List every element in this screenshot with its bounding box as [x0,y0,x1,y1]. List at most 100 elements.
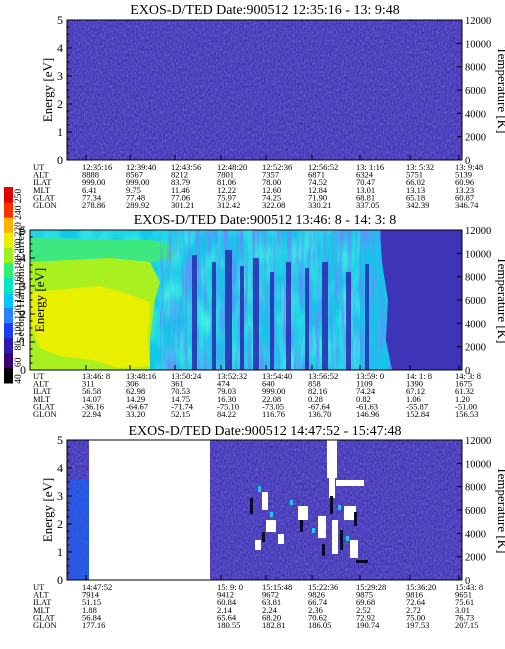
info-row-label: GLAT [33,612,56,622]
colorbar-tick-label: 180 [14,255,24,270]
info-cell: 330.21 [308,200,331,210]
info-cell: 0.28 [308,394,323,404]
info-cell: 337.05 [356,200,379,210]
info-cell: 33.20 [126,409,145,419]
y-tick-label: 4 [57,461,63,475]
info-cell: 7801 [217,170,234,180]
info-row-label: GLON [33,200,57,210]
panel-3-heatmap [67,440,462,580]
info-cell: 7914 [82,590,100,600]
y-tick-label: 3 [20,279,26,293]
info-row-label: MLT [33,394,51,404]
panel-3-left-strip [69,480,91,580]
info-cell: 74.25 [262,192,281,202]
info-cell: -55.87 [406,401,428,411]
panel-1: EXOS-D/TED Date:900512 12:35:16 - 13: 9:… [33,3,505,210]
y2-axis-title: Temperature [K] [495,47,505,134]
info-cell: -73.05 [262,401,284,411]
info-cell: 6871 [308,170,325,180]
info-cell: 13:50:24 [171,371,202,381]
info-cell: 2.24 [262,605,278,615]
info-cell: 12:52:36 [262,162,292,172]
info-cell: 13.01 [356,185,375,195]
info-cell: 84.22 [217,409,236,419]
info-cell: 14: 1: 8 [406,371,432,381]
panel-2-axes: 0 1 2 3 4 5 0 2000 4000 6000 8000 10000 12000 Energy … [20,223,505,377]
info-cell: 278.86 [82,200,105,210]
info-cell: 65.18 [406,192,425,202]
info-cell: 74.52 [308,177,327,187]
info-cell: 322.08 [262,200,285,210]
colorbar-block [4,352,13,369]
info-cell: 71.90 [308,192,327,202]
info-cell: 70.62 [308,612,327,622]
y-tick-label: 2 [57,517,63,531]
panel-1-heatmap [67,20,462,160]
colorbar-block [4,307,13,324]
info-cell: 14:47:52 [82,582,112,592]
info-cell: 0.82 [356,394,371,404]
info-cell: 79.03 [217,386,236,396]
info-cell: 12:56:52 [308,162,338,172]
info-cell: 2.36 [308,605,323,615]
info-cell: 56.84 [82,612,102,622]
info-cell: 60.96 [455,177,474,187]
info-cell: 65.64 [217,612,237,622]
info-cell: 16.30 [217,394,236,404]
info-cell: 76.73 [455,612,474,622]
y-tick-label: 0 [57,573,63,587]
info-cell: 13:56:52 [308,371,338,381]
panel-2-streaks [160,230,400,370]
info-cell: 74.24 [356,386,376,396]
info-cell: 66.74 [308,597,328,607]
y2-tick-label: 10000 [465,39,491,50]
y2-tick-label: 12000 [465,436,491,447]
info-cell: 858 [308,379,321,389]
colorbar-block [4,262,13,278]
colorbar-block [4,367,13,384]
panel-2-yellow-region [32,286,150,368]
y2-tick-label: 8000 [465,483,486,494]
y2-tick-label: 6000 [465,506,486,517]
info-cell: 6.41 [82,185,97,195]
info-cell: 5751 [406,170,423,180]
info-cell: 13: 9:48 [455,162,483,172]
colorbar-tick-label: 60 [14,357,24,367]
info-cell: 62.98 [126,386,145,396]
info-cell: -61.63 [356,401,378,411]
panel-2: EXOS-D/TED Date:900512 13:46: 8 - 14: 3:… [20,213,505,419]
info-cell: 9672 [262,590,279,600]
info-cell: 15:36:20 [406,582,436,592]
info-row-label: ILAT [33,386,52,396]
panel-3-data-gap [89,440,210,580]
info-cell: 15:15:48 [262,582,292,592]
info-cell: 180.55 [217,620,240,630]
info-cell: 1.88 [82,605,97,615]
info-cell: 68.20 [262,612,281,622]
y-axis-title: Energy [eV] [40,58,55,122]
info-cell: 13:54:40 [262,371,292,381]
info-cell: -71.74 [171,401,194,411]
info-cell: 9651 [455,590,472,600]
y2-tick-label: 2000 [465,343,486,354]
info-cell: -64.67 [126,401,148,411]
info-cell: 9.75 [126,185,141,195]
panel-2-title: EXOS-D/TED Date:900512 13:46: 8 - 14: 3:… [134,213,396,228]
info-cell: 52.15 [171,409,190,419]
info-cell: 66.02 [406,177,425,187]
info-cell: 152.84 [406,409,430,419]
info-cell: 78.00 [262,177,281,187]
info-cell: 8212 [171,170,188,180]
panel-2-green-band [30,238,175,264]
info-row-label: UT [33,582,45,592]
colorbar-block [4,202,13,218]
y2-tick-label: 12000 [465,226,491,237]
panel-1-axes: 0 1 2 3 4 5 0 2000 4000 6000 8000 10000 12000 Energy … [40,13,505,167]
info-cell: 13:46: 8 [82,371,110,381]
info-cell: -51.00 [455,401,477,411]
info-cell: 77.06 [171,192,190,202]
colorbar-tick-label: 200 [14,239,24,254]
info-cell: 15:22:36 [308,582,338,592]
y-tick-label: 1 [57,545,63,559]
